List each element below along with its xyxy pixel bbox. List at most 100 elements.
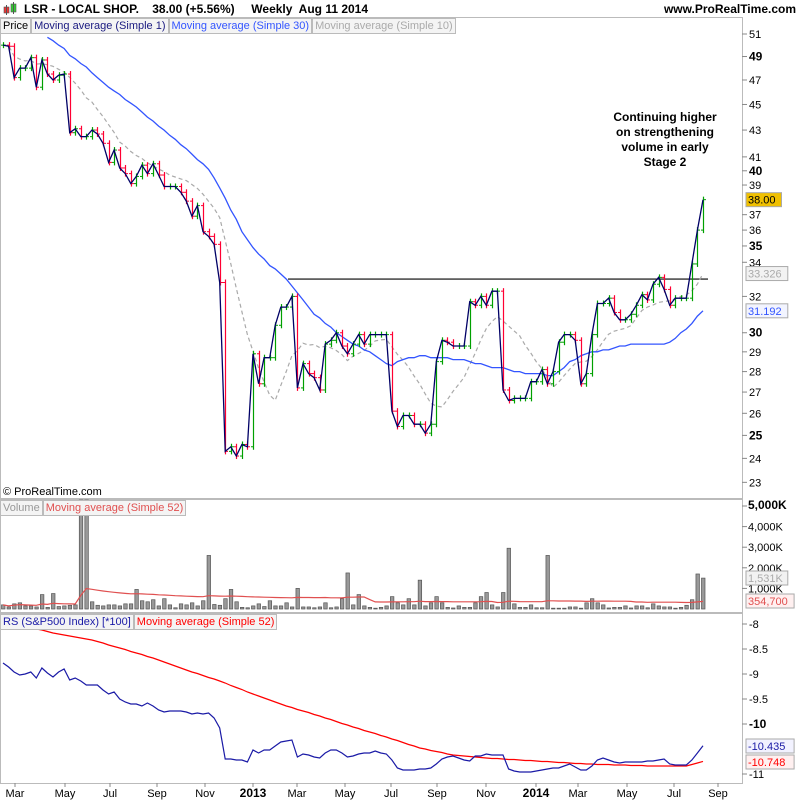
volume-bar [301,606,306,610]
volume-bar [245,607,250,610]
ma10-value-label-box [745,266,789,282]
legend-rs[interactable]: RS (S&P500 Index) [*100] [0,614,134,630]
price-axis-label: 30 [749,326,763,340]
legend-rs-ma52[interactable]: Moving average (Simple 52) [133,614,278,630]
volume-bar [362,605,367,610]
legend-volume[interactable]: Volume [0,500,43,516]
price-axis-label: 45 [749,99,761,111]
volume-bar [317,606,323,610]
volume-bar [140,600,145,610]
site-link[interactable]: www.ProRealTime.com [663,2,796,16]
volume-bar [662,606,667,610]
volume-legend: Volume Moving average (Simple 52) [0,500,187,516]
legend-price[interactable]: Price [0,18,32,34]
volume-bar [534,607,539,610]
price-legend: Price Moving average (Simple 1) Moving a… [0,18,456,34]
price-axis-label: 47 [749,75,761,87]
x-axis-label: Nov [476,788,496,800]
volume-bar [678,607,684,610]
volume-bar [234,601,239,610]
price-axis-label: 35 [749,239,763,253]
volume-bar [312,607,317,610]
volume-bar [73,604,78,610]
volume-bar [623,605,628,610]
volume-bar [17,602,23,610]
legend-ma1[interactable]: Moving average (Simple 1) [31,18,169,34]
legend-ma30[interactable]: Moving average (Simple 30) [168,18,313,34]
volume-bar [656,605,661,610]
volume-bar [512,603,517,610]
volume-bar [673,607,678,610]
volume-bar [645,607,650,610]
volume-bar [278,605,284,610]
price-axis-label: 40 [749,164,763,178]
rs-axis-label: -11 [749,769,764,781]
volume-bar [356,594,361,610]
volume-bar [45,607,50,610]
price-axis-label: 49 [749,50,763,64]
volume-bar [151,599,156,610]
volume-bar [506,547,511,610]
volume-bar [117,605,123,610]
price-axis-label: 32 [749,291,761,303]
volume-bar [578,607,584,610]
volume-bar [573,606,578,610]
volume-bar [440,602,445,610]
volume-bar [323,602,328,610]
rs-value-label: -10.435 [748,741,785,753]
volume-bar [612,607,617,610]
rs-axis-label: -9 [749,669,759,681]
price-axis-label: 27 [749,387,761,399]
volume-bar [162,598,167,610]
volume-bar [40,594,45,610]
volume-bar [540,607,545,610]
volume-bar [334,606,339,610]
volume-bar [240,607,245,610]
volume-bar [212,604,217,610]
volume-bar [178,603,184,610]
x-axis-label: Sep [427,788,447,800]
volume-bar [34,606,39,610]
ma30-value-label-box [745,303,789,319]
volume-bar [640,605,645,610]
rs-legend: RS (S&P500 Index) [*100] Moving average … [0,614,278,630]
rs-value-label-box [745,738,795,754]
rs-ma-value-label-box [745,754,795,770]
volume-bar [251,605,256,610]
volume-bar [551,607,556,610]
volume-bar [528,604,534,610]
volume-bar [473,602,478,610]
chart-header: LSR - LOCAL SHOP. 38.00 (+5.56%) Weekly … [0,0,800,17]
volume-bar [412,604,417,610]
candlestick-logo-icon [3,2,17,15]
volume-ma-value-label-box [745,593,795,609]
volume-bar [601,604,606,610]
x-axis-label: Sep [147,788,167,800]
volume-bar [545,555,550,610]
volume-bar [373,607,378,610]
legend-ma10[interactable]: Moving average (Simple 10) [312,18,456,34]
legend-volume-ma52[interactable]: Moving average (Simple 52) [42,500,187,516]
rs-axis-label: -10 [749,717,767,731]
volume-bar [606,607,611,610]
x-axis-label: May [55,788,76,800]
volume-bar [101,605,106,610]
volume-bar [328,607,334,610]
close-line [2,44,704,458]
volume-bar [12,603,17,610]
volume-bar [62,605,67,610]
volume-bar [267,600,273,610]
price-axis-label: 36 [749,225,761,237]
x-axis-label: Mar [6,788,25,800]
volume-bar [590,598,595,610]
volume-bar [567,606,573,610]
volume-axis-label: 1,000K [748,583,784,595]
price-panel [0,17,743,499]
volume-bar [273,605,278,610]
last-price-label-box [745,192,782,208]
ma10-value-label: 33.326 [748,269,782,281]
volume-value-label: 1,531K [748,573,784,585]
volume-bar [51,593,56,610]
volume-bar [695,573,700,610]
